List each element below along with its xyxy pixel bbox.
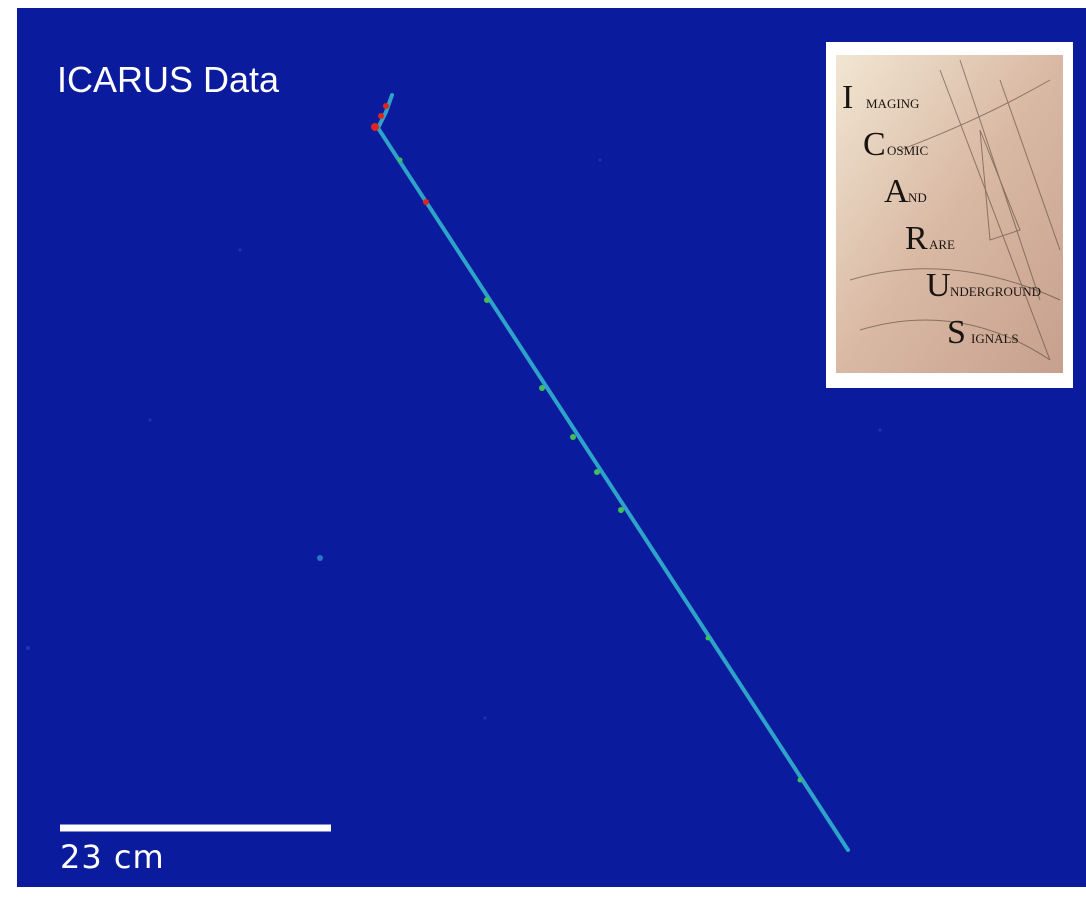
scale-label: 23 cm (60, 838, 165, 876)
logo-initial: A (884, 173, 909, 210)
logo-initial: R (905, 220, 928, 257)
event-display: ICARUS Data 23 cm I MAGING COSMIC AND RARE UN… (0, 0, 1086, 909)
logo-rest: NDERGROUND (950, 284, 1041, 299)
logo-initial: S (947, 314, 966, 351)
logo-rest: ND (908, 190, 927, 205)
title: ICARUS Data (57, 59, 280, 100)
logo-rest: ARE (929, 237, 955, 252)
page: ICARUS Data 23 cm I MAGING COSMIC AND RARE UN… (0, 0, 1086, 909)
logo-rest: OSMIC (887, 143, 928, 158)
logo-rest: MAGING (866, 96, 919, 111)
logo-initial: U (926, 267, 951, 304)
logo-initial: I (842, 79, 853, 116)
logo-initial: C (863, 126, 886, 163)
logo-rest: IGNALS (971, 331, 1019, 346)
